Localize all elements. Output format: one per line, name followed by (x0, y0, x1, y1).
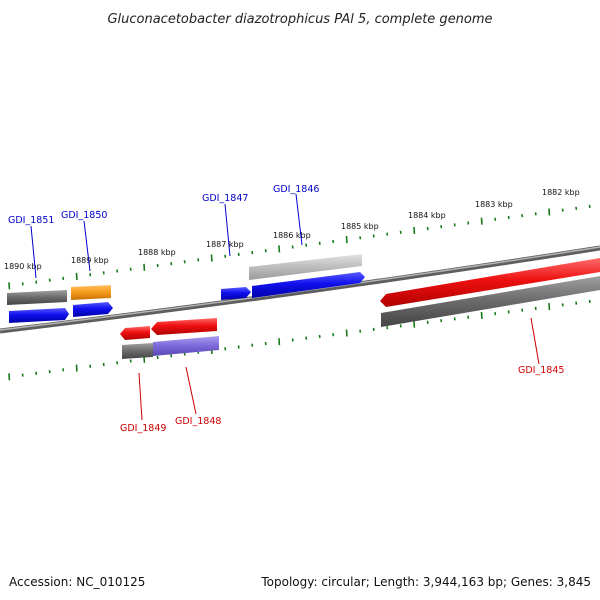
gene-gdi-1850[interactable] (73, 302, 113, 317)
leader-line-gdi-1848 (185, 366, 197, 415)
scale-tick-label: 1887 kbp (206, 240, 244, 249)
gene-label-gdi-1851[interactable]: GDI_1851 (8, 215, 54, 226)
feature-orange (71, 285, 111, 300)
gene-label-gdi-1845[interactable]: GDI_1845 (518, 365, 564, 376)
gene-gdi-1845[interactable] (380, 258, 600, 307)
feature-gray-3 (381, 276, 600, 327)
topology-text: Topology: circular; Length: 3,944,163 bp… (260, 575, 591, 589)
leader-line-gdi-1847 (224, 203, 231, 257)
leader-line-gdi-1849 (138, 372, 143, 421)
scale-tick-label: 1888 kbp (138, 248, 176, 257)
gene-gdi-1848[interactable] (151, 318, 217, 335)
gene-label-gdi-1847[interactable]: GDI_1847 (202, 193, 248, 204)
feature-lightgray (249, 254, 362, 280)
scale-ruler-top (8, 204, 591, 290)
gene-label-gdi-1850[interactable]: GDI_1850 (61, 210, 107, 221)
label-leader-lines (30, 193, 540, 421)
leader-line-gdi-1845 (530, 317, 540, 365)
feature-gray-2 (122, 343, 153, 359)
scale-tick-label: 1886 kbp (273, 231, 311, 240)
scale-tick-label: 1890 kbp (4, 262, 42, 271)
map-title: Gluconacetobacter diazotrophicus PAl 5, … (107, 12, 492, 27)
scale-tick-label: 1885 kbp (341, 222, 379, 231)
accession-text: Accession: NC_010125 (9, 575, 145, 589)
genome-backbone (0, 245, 600, 334)
gene-label-gdi-1846[interactable]: GDI_1846 (273, 184, 319, 195)
gene-label-gdi-1849[interactable]: GDI_1849 (120, 423, 166, 434)
leader-line-gdi-1850 (83, 220, 91, 272)
leader-line-gdi-1851 (30, 225, 37, 279)
feature-gray-1 (7, 290, 67, 305)
gene-gdi-1847[interactable] (221, 287, 251, 300)
feature-purple (153, 336, 219, 356)
scale-tick-label: 1889 kbp (71, 256, 109, 265)
gene-gdi-1846[interactable] (252, 272, 365, 298)
scale-tick-label: 1884 kbp (408, 211, 446, 220)
scale-tick-label: 1883 kbp (475, 200, 513, 209)
gene-gdi-1849[interactable] (120, 326, 150, 340)
leader-line-gdi-1846 (295, 193, 303, 246)
scale-tick-label: 1882 kbp (542, 188, 580, 197)
gene-label-gdi-1848[interactable]: GDI_1848 (175, 416, 221, 427)
gene-gdi-1851[interactable] (9, 308, 69, 323)
